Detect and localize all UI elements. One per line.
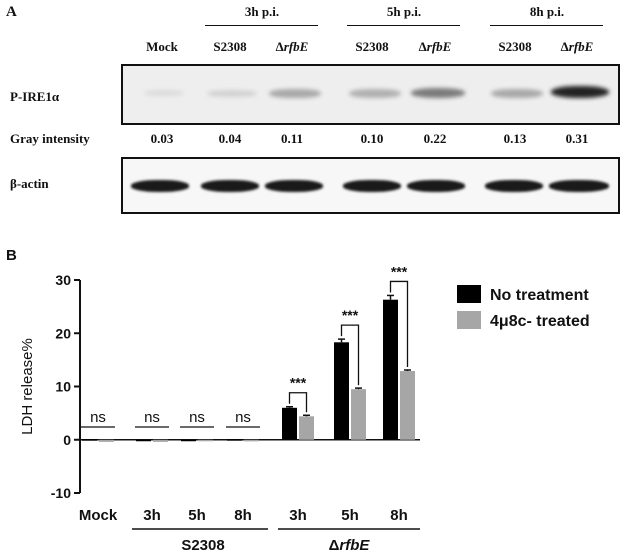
time-label-3h: 3h p.i. (244, 4, 280, 19)
lane-label-rfbe-8h: ΔrfbE (560, 39, 594, 54)
bar (153, 439, 168, 442)
gray-value: 0.04 (218, 131, 242, 146)
beta-actin-band (201, 180, 259, 192)
y-tick-label: 20 (55, 325, 71, 341)
p-ire1a-band-s2308-5h (349, 89, 401, 98)
group-label-rfbe: ΔrfbE (329, 537, 371, 554)
panel-a-letter: A (6, 4, 17, 20)
legend-swatch (457, 311, 481, 329)
x-tick-label: Mock (79, 507, 118, 524)
lane-label-s2308-5h: S2308 (355, 39, 389, 54)
legend-label: No treatment (490, 287, 589, 304)
bar (282, 407, 297, 440)
beta-actin-band (131, 180, 189, 192)
bar (400, 371, 415, 440)
significance-bracket (389, 280, 409, 367)
significance-label: *** (391, 263, 408, 279)
beta-actin-label: β-actin (10, 176, 49, 191)
gray-value: 0.13 (503, 131, 527, 146)
significance-label: *** (290, 375, 307, 391)
y-axis-label: LDH release% (19, 338, 36, 435)
panel-b-letter: B (6, 247, 17, 264)
bar (198, 439, 213, 442)
bar (244, 439, 259, 442)
ns-label: ns (144, 409, 160, 426)
group-label-s2308: S2308 (181, 537, 224, 554)
ns-label: ns (235, 409, 251, 426)
beta-actin-band (265, 180, 323, 192)
p-ire1a-label: P-IRE1α (10, 89, 60, 104)
x-tick-label: 3h (143, 507, 161, 524)
significance-bracket (288, 392, 308, 413)
bar (99, 439, 114, 442)
beta-actin-blot (121, 157, 620, 214)
gray-value: 0.10 (360, 131, 384, 146)
lane-label-s2308-3h: S2308 (213, 39, 247, 54)
lane-label-mock: Mock (146, 39, 178, 54)
bar (227, 439, 242, 441)
y-tick-label: -10 (51, 485, 71, 501)
x-tick-label: 5h (341, 507, 359, 524)
bar (136, 439, 151, 442)
beta-actin-band (407, 180, 465, 192)
time-label-8h: 8h p.i. (529, 4, 565, 19)
y-tick-label: 10 (55, 379, 71, 395)
group-label-prefix: Δ (329, 537, 340, 554)
bar (351, 389, 366, 440)
beta-actin-band (549, 180, 609, 192)
legend-swatch (457, 285, 481, 303)
lane-label-rfbe-3h: ΔrfbE (275, 39, 309, 54)
ns-label: ns (90, 409, 106, 426)
y-tick-label: 0 (63, 432, 71, 448)
bar (334, 342, 349, 440)
p-ire1a-band-rfbe-5h (411, 88, 465, 98)
lane-label-rfbe-5h: ΔrfbE (418, 39, 452, 54)
x-tick-label: 8h (390, 507, 408, 524)
p-ire1a-band-rfbe-3h (269, 89, 321, 98)
x-tick-label: 5h (188, 507, 206, 524)
legend-label: 4μ8c- treated (490, 313, 590, 330)
gray-value: 0.22 (423, 131, 447, 146)
p-ire1a-band-s2308-3h (207, 90, 257, 97)
y-tick-label: 30 (55, 272, 71, 288)
time-bracket-8h (490, 25, 603, 26)
ns-label: ns (189, 409, 205, 426)
bar (82, 439, 97, 441)
gray-value: 0.31 (565, 131, 589, 146)
gray-value: 0.03 (150, 131, 174, 146)
time-label-5h: 5h p.i. (386, 4, 422, 19)
bar (299, 416, 314, 440)
significance-bracket (340, 324, 360, 386)
x-tick-label: 3h (289, 507, 307, 524)
time-bracket-5h (347, 25, 460, 26)
gray-value: 0.11 (280, 131, 304, 146)
beta-actin-band (343, 180, 401, 192)
lane-label-s2308-8h: S2308 (498, 39, 532, 54)
group-label-italic: rfbE (339, 537, 370, 554)
p-ire1a-band-mock (144, 90, 184, 96)
time-bracket-3h (205, 25, 318, 26)
bar (383, 299, 398, 440)
p-ire1a-blot (121, 64, 620, 125)
x-tick-label: 8h (234, 507, 252, 524)
p-ire1a-band-rfbe-8h (551, 86, 609, 98)
gray-intensity-label: Gray intensity (10, 131, 90, 146)
p-ire1a-band-s2308-8h (491, 89, 543, 98)
significance-label: *** (342, 307, 359, 323)
bar (181, 439, 196, 442)
beta-actin-band (485, 180, 543, 192)
